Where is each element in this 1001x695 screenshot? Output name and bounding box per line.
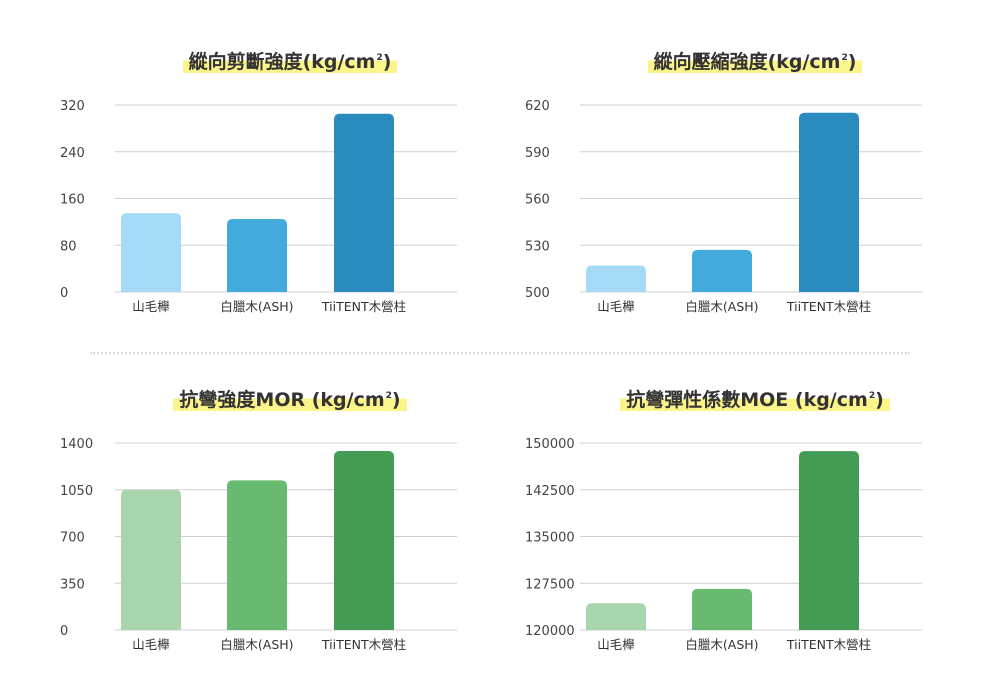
y-tick-label: 120000 <box>525 624 575 639</box>
bar <box>586 265 646 292</box>
x-category-label: 白臘木(ASH) <box>685 637 758 652</box>
y-tick-label: 1400 <box>60 437 93 452</box>
x-category-label: TiiTENT木營柱 <box>321 299 406 314</box>
chart-bending-modulus-moe: 抗彎彈性係數MOE (kg/cm2) 120000 127500 135000 142… <box>525 378 945 668</box>
y-tick-label: 0 <box>60 286 68 301</box>
bar <box>799 451 859 630</box>
y-tick-label: 160 <box>60 193 85 208</box>
y-tick-label: 320 <box>60 99 85 114</box>
y-tick-label: 142500 <box>525 484 575 499</box>
x-category-label: 山毛櫸 <box>132 299 170 314</box>
x-category-label: 山毛櫸 <box>597 637 635 652</box>
x-category-label: TiiTENT木營柱 <box>321 637 406 652</box>
bar <box>586 603 646 630</box>
chart-title: 抗彎強度MOR (kg/cm2) <box>173 384 407 412</box>
chart-title: 縱向壓縮強度(kg/cm2) <box>647 46 863 74</box>
x-category-label: TiiTENT木營柱 <box>786 299 871 314</box>
chart-bending-strength-mor: 抗彎強度MOR (kg/cm2) 0 350 700 1050 1400 山毛櫸 白臘木(A… <box>60 378 480 668</box>
chart-svg: 500 530 560 590 620 山毛櫸 白臘木(ASH) TiiTENT木營柱 <box>525 99 922 314</box>
y-tick-label: 80 <box>60 239 77 254</box>
x-category-label: 白臘木(ASH) <box>220 299 293 314</box>
x-category-label: 白臘木(ASH) <box>220 637 293 652</box>
y-tick-label: 127500 <box>525 577 575 592</box>
y-tick-label: 240 <box>60 146 85 161</box>
bar <box>692 588 752 630</box>
y-tick-label: 0 <box>60 624 68 639</box>
y-tick-label: 500 <box>525 286 550 301</box>
y-tick-label: 700 <box>60 531 85 546</box>
chart-svg: 120000 127500 135000 142500 150000 山毛櫸 白臘木(ASH… <box>525 437 922 652</box>
bar <box>121 489 181 630</box>
chart-svg: 0 80 160 240 320 山毛櫸 白臘木(ASH) TiiTENT木營柱 <box>60 99 457 314</box>
section-divider <box>90 352 910 354</box>
bar <box>227 218 287 292</box>
chart-title: 縱向剪斷強度(kg/cm2) <box>182 46 398 74</box>
x-category-label: 山毛櫸 <box>132 637 170 652</box>
y-tick-label: 530 <box>525 239 550 254</box>
y-tick-label: 590 <box>525 146 550 161</box>
y-tick-label: 560 <box>525 193 550 208</box>
bar <box>121 213 181 292</box>
chart-longitudinal-compression: 縱向壓縮強度(kg/cm2) 500 530 560 590 620 山毛櫸 白臘木(ASH… <box>525 40 945 330</box>
chart-title: 抗彎彈性係數MOE (kg/cm2) <box>620 384 890 412</box>
y-tick-label: 135000 <box>525 531 575 546</box>
chart-longitudinal-shear: 縱向剪斷強度(kg/cm2) 0 80 160 240 320 山毛櫸 白臘木(ASH) Ti… <box>60 40 480 330</box>
y-tick-label: 1050 <box>60 484 93 499</box>
y-tick-label: 350 <box>60 577 85 592</box>
bar <box>334 451 394 630</box>
x-category-label: 白臘木(ASH) <box>685 299 758 314</box>
bar <box>692 249 752 292</box>
y-tick-label: 620 <box>525 99 550 114</box>
x-category-label: TiiTENT木營柱 <box>786 637 871 652</box>
bar <box>334 113 394 292</box>
bar <box>799 112 859 293</box>
bar <box>227 480 287 630</box>
chart-svg: 0 350 700 1050 1400 山毛櫸 白臘木(ASH) TiiTENT木營柱 <box>60 437 457 652</box>
y-tick-label: 150000 <box>525 437 575 452</box>
x-category-label: 山毛櫸 <box>597 299 635 314</box>
